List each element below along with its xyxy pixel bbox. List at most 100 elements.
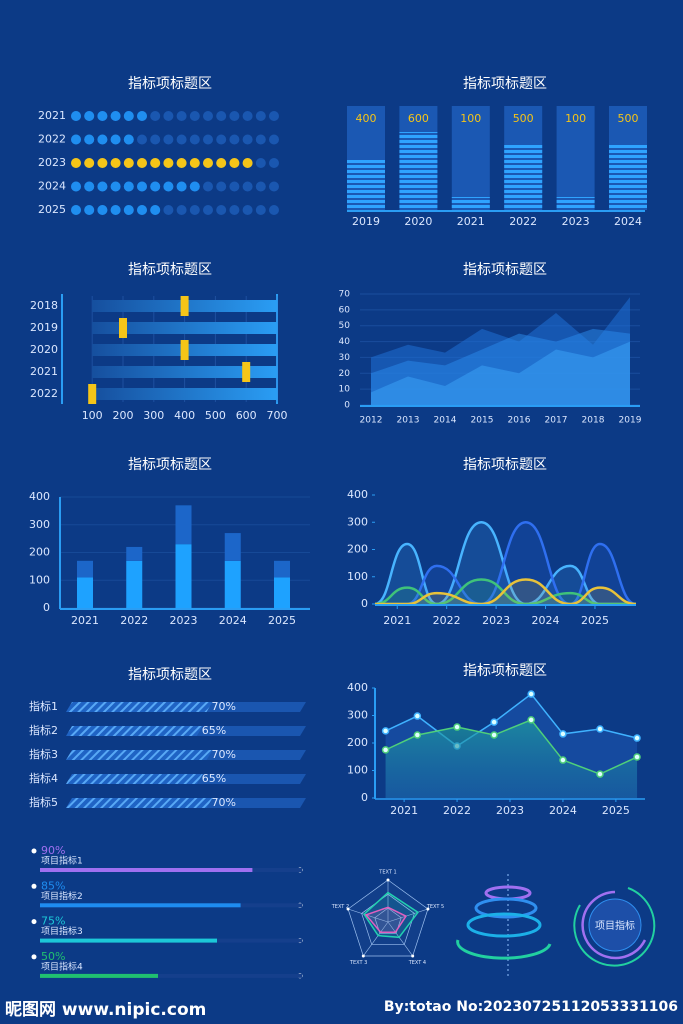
- dot-track: [242, 181, 253, 192]
- value-label: 100: [460, 112, 481, 125]
- category-label: 2022: [30, 387, 58, 400]
- bullet: [31, 883, 37, 889]
- value-label: 70%: [212, 748, 236, 761]
- dot: [84, 111, 95, 121]
- dot-track: [203, 181, 213, 192]
- x-tick-label: 2015: [471, 416, 494, 426]
- point: [559, 756, 567, 764]
- x-tick-label: 100: [82, 409, 103, 422]
- dot: [71, 111, 81, 121]
- dot: [150, 205, 161, 215]
- bar: [66, 750, 213, 760]
- x-tick-label: 600: [236, 409, 257, 422]
- dot: [137, 205, 147, 215]
- point: [381, 746, 390, 754]
- bar: [40, 903, 241, 908]
- dot: [189, 158, 200, 168]
- dot: [71, 181, 81, 192]
- bar: [399, 132, 438, 210]
- x-tick-label: 2014: [434, 416, 457, 426]
- dot: [163, 181, 174, 192]
- dot-track: [203, 134, 213, 145]
- x-tick-label: 2018: [582, 416, 605, 426]
- bar-segment: [126, 560, 143, 608]
- dot-track: [176, 134, 187, 145]
- curve: [374, 578, 636, 606]
- value-label: 70%: [212, 700, 236, 713]
- point: [490, 718, 498, 726]
- dot: [110, 205, 121, 215]
- y-tick-label: 0: [43, 601, 50, 614]
- column-bg: [556, 106, 595, 210]
- dot: [97, 181, 108, 192]
- dot-row: [71, 134, 134, 145]
- chart-title: 指标项标题区: [128, 262, 212, 278]
- point: [596, 770, 604, 778]
- x-tick-label: 2025: [581, 614, 609, 627]
- dot: [123, 134, 134, 145]
- value-label: 500: [618, 112, 639, 125]
- dot: [176, 158, 187, 168]
- bullet: [31, 954, 37, 960]
- radar-spoke: [363, 921, 389, 957]
- dot-track: [203, 205, 213, 215]
- curve: [375, 578, 637, 606]
- value-label: 70%: [212, 796, 236, 809]
- y-tick-label: 100: [347, 764, 368, 777]
- dot-track: [269, 205, 279, 215]
- y-tick-label: 100: [29, 573, 50, 586]
- y-tick-label: 300: [29, 518, 50, 531]
- value-label: 600: [408, 112, 429, 125]
- bar: [66, 726, 203, 736]
- point: [453, 723, 461, 731]
- x-tick-label: 2017: [545, 416, 568, 426]
- dot: [123, 181, 134, 192]
- bar: [556, 197, 595, 210]
- dot-track: [269, 158, 279, 168]
- category-label: 2025: [38, 203, 66, 216]
- chart-title: 指标项标题区: [463, 663, 547, 679]
- axis-label: TEXT 3: [349, 960, 367, 966]
- dot: [84, 205, 95, 215]
- x-tick-label: 2013: [397, 416, 420, 426]
- dot-track: [176, 111, 187, 121]
- radar-spoke: [387, 921, 413, 957]
- y-tick-label: 20: [339, 369, 351, 379]
- dot: [176, 181, 187, 192]
- dot: [137, 158, 147, 168]
- value-label: 90%: [41, 844, 65, 857]
- dot-row: [71, 111, 147, 121]
- point: [596, 725, 604, 733]
- point: [490, 731, 498, 739]
- dot: [110, 111, 121, 121]
- value-label: 50%: [41, 950, 65, 963]
- bar-segment: [274, 577, 290, 608]
- radar-vertex: [426, 907, 430, 911]
- point: [527, 716, 535, 724]
- category-label: 2023: [38, 156, 66, 169]
- dot: [229, 158, 240, 168]
- category-label: 指标1: [29, 699, 58, 713]
- dot: [71, 158, 81, 168]
- category-label: 2021: [457, 215, 485, 228]
- marker: [180, 296, 189, 316]
- x-tick-label: 2022: [433, 614, 461, 627]
- value-label: 400: [356, 112, 377, 125]
- x-tick-label: 2012: [360, 416, 383, 426]
- bar: [609, 145, 647, 210]
- dot: [97, 158, 108, 168]
- bar: [66, 702, 213, 712]
- x-tick-label: 2022: [443, 804, 471, 817]
- x-tick-label: 300: [143, 409, 164, 422]
- dot-row: [71, 205, 161, 215]
- category-label: 2023: [562, 215, 590, 228]
- point: [633, 753, 641, 761]
- category-label: 指标3: [29, 747, 58, 761]
- dot: [110, 134, 121, 145]
- y-tick-label: 40: [339, 337, 351, 347]
- dot-track: [137, 134, 147, 145]
- y-tick-label: 60: [339, 305, 351, 315]
- x-tick-label: 2019: [619, 416, 642, 426]
- dot: [189, 181, 200, 192]
